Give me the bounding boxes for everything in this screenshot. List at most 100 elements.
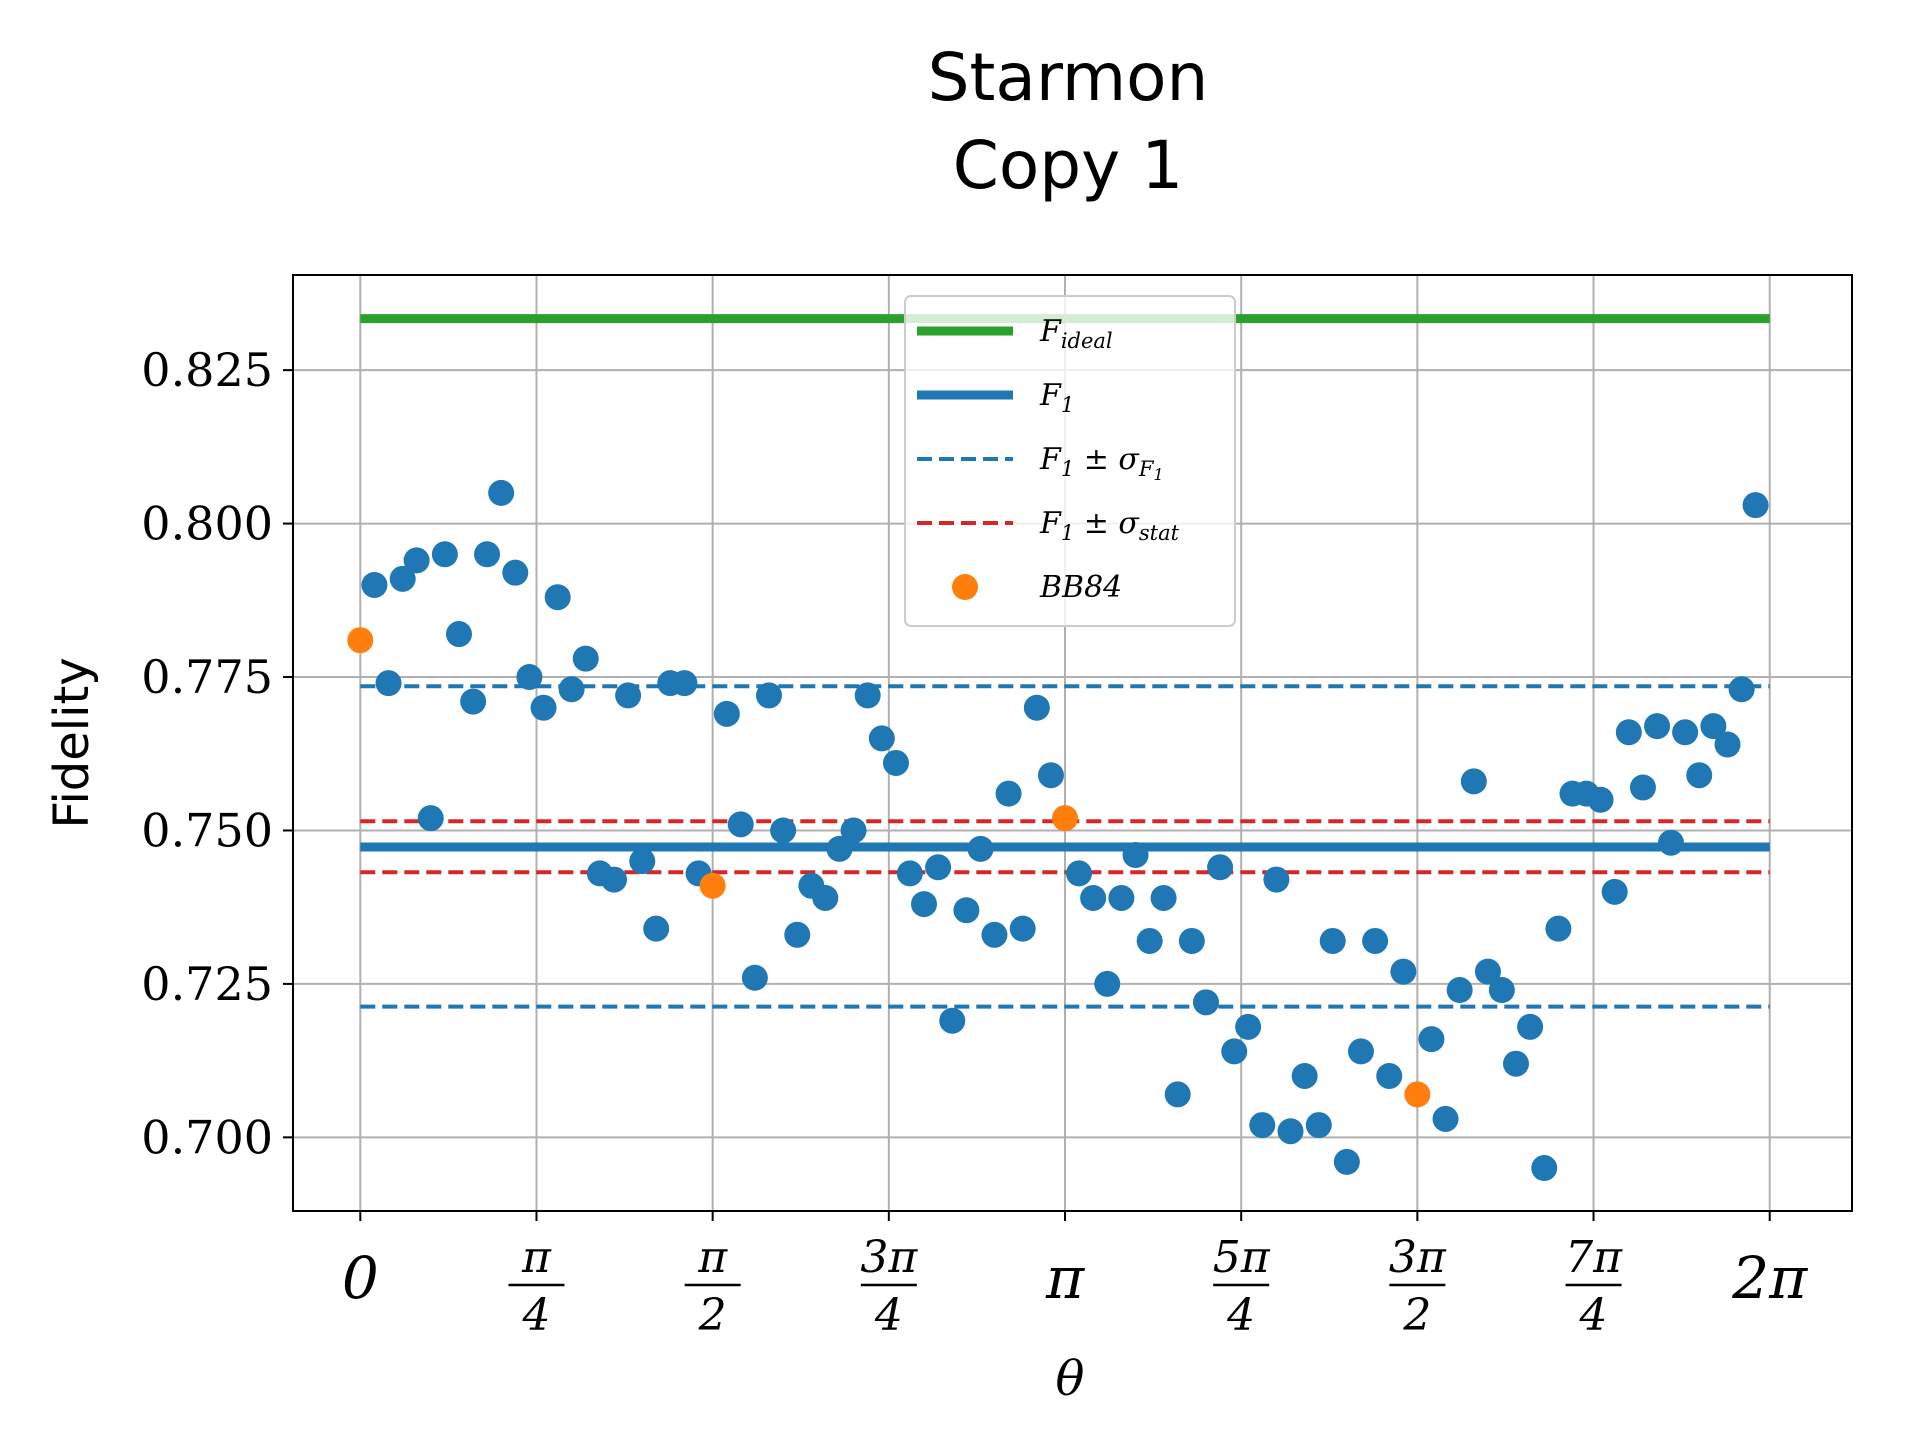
data-point bbox=[1474, 958, 1501, 985]
legend-swatch bbox=[952, 574, 978, 600]
data-point bbox=[1714, 731, 1741, 758]
x-axis-label: θ bbox=[1056, 1351, 1085, 1407]
data-point bbox=[1291, 1062, 1318, 1089]
x-tick-label: 5π4 bbox=[1213, 1232, 1271, 1341]
x-tick-label: π bbox=[1045, 1244, 1085, 1312]
data-point bbox=[1164, 1081, 1191, 1108]
data-point bbox=[812, 884, 839, 911]
data-point bbox=[911, 891, 938, 918]
x-tick-numerator: π bbox=[521, 1232, 552, 1283]
data-point bbox=[967, 835, 994, 862]
x-tick-numerator: 5π bbox=[1213, 1232, 1271, 1283]
data-point bbox=[1418, 1026, 1445, 1053]
data-point bbox=[896, 860, 923, 887]
legend-entry: F1 bbox=[917, 378, 1074, 417]
data-point bbox=[1531, 1155, 1558, 1182]
plot-frame bbox=[292, 274, 1853, 1212]
data-point bbox=[361, 571, 388, 598]
legend-label: F1 ± σstat bbox=[1039, 506, 1180, 545]
data-point bbox=[1615, 719, 1642, 746]
data-point bbox=[939, 1007, 966, 1034]
data-point bbox=[1517, 1013, 1544, 1040]
data-point bbox=[784, 921, 811, 948]
data-point bbox=[431, 541, 458, 568]
data-point bbox=[1263, 866, 1290, 893]
data-point bbox=[981, 921, 1008, 948]
data-point bbox=[1432, 1105, 1459, 1132]
x-tick-numerator: 3π bbox=[1389, 1232, 1447, 1283]
legend-entry: Fideal bbox=[917, 314, 1113, 353]
data-point bbox=[1221, 1038, 1248, 1065]
x-tick-numerator: 7π bbox=[1565, 1232, 1623, 1283]
legend-box bbox=[904, 295, 1236, 627]
bb84-point bbox=[699, 872, 726, 899]
data-point bbox=[389, 565, 416, 592]
x-tick-denominator: 2 bbox=[1402, 1290, 1431, 1341]
data-point bbox=[882, 749, 909, 776]
data-point bbox=[502, 559, 529, 586]
data-point bbox=[1023, 694, 1050, 721]
data-point bbox=[530, 694, 557, 721]
legend-label: F1 ± σF1 bbox=[1039, 442, 1164, 484]
data-point bbox=[516, 664, 543, 691]
data-point bbox=[1657, 829, 1684, 856]
legend-label: F1 bbox=[1039, 378, 1074, 417]
data-point bbox=[1502, 1050, 1529, 1077]
y-tick-label: 0.750 bbox=[141, 803, 273, 857]
data-point bbox=[1587, 786, 1614, 813]
x-tick-denominator: 4 bbox=[1579, 1290, 1608, 1341]
x-tick-label: 2π bbox=[1731, 1244, 1808, 1312]
data-point bbox=[1700, 713, 1727, 740]
x-tick-label: 7π4 bbox=[1565, 1232, 1623, 1341]
data-point bbox=[1742, 492, 1769, 519]
data-point bbox=[445, 621, 472, 648]
data-point bbox=[1390, 958, 1417, 985]
data-point bbox=[1094, 970, 1121, 997]
data-point bbox=[1037, 762, 1064, 789]
data-point bbox=[1686, 762, 1713, 789]
data-point bbox=[572, 645, 599, 672]
data-point bbox=[403, 547, 430, 574]
x-tick-denominator: 4 bbox=[1226, 1290, 1255, 1341]
x-tick-denominator: 4 bbox=[521, 1290, 550, 1341]
data-point bbox=[1545, 915, 1572, 942]
data-point bbox=[1728, 676, 1755, 703]
data-point bbox=[460, 688, 487, 715]
x-tick-numerator: π bbox=[697, 1232, 728, 1283]
data-point bbox=[741, 964, 768, 991]
data-point bbox=[1207, 854, 1234, 881]
data-point bbox=[1136, 927, 1163, 954]
data-point bbox=[826, 835, 853, 862]
data-point bbox=[1108, 884, 1135, 911]
data-point bbox=[770, 817, 797, 844]
y-tick-label: 0.700 bbox=[141, 1110, 273, 1164]
data-point bbox=[755, 682, 782, 709]
data-point bbox=[1235, 1013, 1262, 1040]
chart-title-line-1: Starmon bbox=[928, 39, 1209, 116]
data-point bbox=[1333, 1148, 1360, 1175]
data-point bbox=[629, 848, 656, 875]
y-tick-label: 0.825 bbox=[141, 343, 273, 397]
bb84-point bbox=[1404, 1081, 1431, 1108]
data-point bbox=[1319, 927, 1346, 954]
x-tick-label: 3π2 bbox=[1389, 1232, 1447, 1341]
data-point bbox=[1488, 977, 1515, 1004]
data-point bbox=[488, 479, 515, 506]
legend-entry: F1 ± σF1 bbox=[917, 442, 1164, 484]
data-point bbox=[558, 676, 585, 703]
data-point bbox=[727, 811, 754, 838]
data-point bbox=[713, 700, 740, 727]
data-point bbox=[1362, 927, 1389, 954]
data-point bbox=[1122, 842, 1149, 869]
data-point bbox=[1347, 1038, 1374, 1065]
legend-entry: F1 ± σstat bbox=[917, 506, 1180, 545]
bb84-point bbox=[347, 627, 374, 654]
x-tick-label: 3π4 bbox=[860, 1232, 918, 1341]
data-point bbox=[1150, 884, 1177, 911]
x-tick-denominator: 2 bbox=[698, 1290, 727, 1341]
data-point bbox=[1376, 1062, 1403, 1089]
data-point bbox=[1277, 1118, 1304, 1145]
data-point bbox=[615, 682, 642, 709]
